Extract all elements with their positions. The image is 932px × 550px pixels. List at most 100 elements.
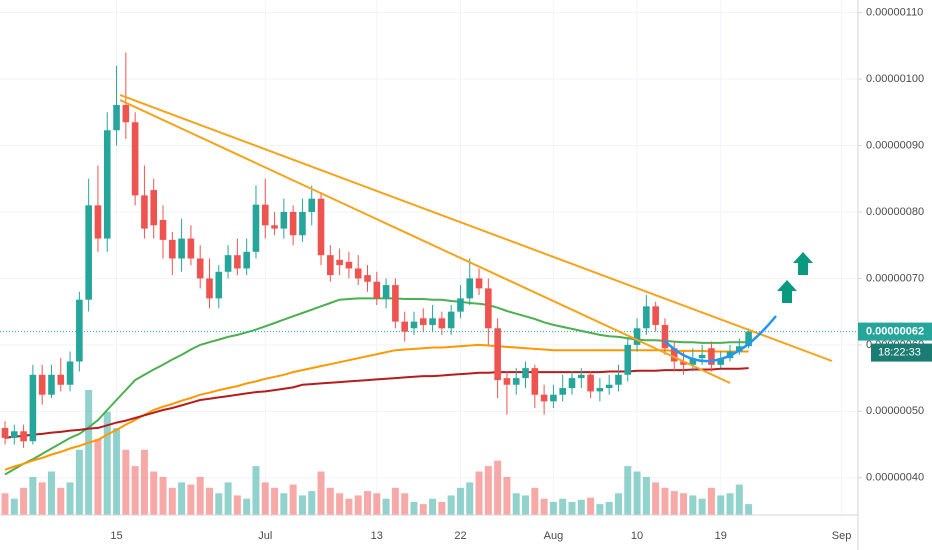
x-tick-label: Jul [258, 530, 272, 542]
volume-bar [373, 493, 381, 515]
candle-body [568, 378, 576, 389]
volume-bar [559, 498, 567, 515]
candle-body [113, 104, 120, 131]
drawings [119, 94, 833, 384]
candle-body [215, 271, 223, 299]
candle-body [475, 278, 483, 289]
candle-body [178, 238, 185, 259]
volume-bar [345, 498, 353, 515]
candle-body [661, 324, 669, 349]
candle-body [466, 278, 474, 299]
candle-body [252, 204, 260, 252]
volume-bar [503, 476, 511, 515]
candle-body [643, 306, 650, 329]
volume-bar [364, 491, 372, 515]
volume-bar [131, 466, 139, 515]
candle-body [261, 204, 269, 226]
volume-bar [512, 493, 520, 515]
candle-body [169, 239, 176, 259]
volume-bar [38, 482, 46, 515]
candle-body [10, 431, 18, 438]
candle-body [1, 427, 9, 438]
volume-bar [178, 482, 186, 515]
volume-bar [233, 495, 241, 515]
candles [0, 52, 858, 448]
candle-body [122, 104, 130, 123]
candle-body [336, 259, 343, 266]
volume-bar [66, 482, 74, 515]
candle-body [373, 281, 381, 299]
candle-body [85, 205, 92, 300]
volume-bar [466, 482, 474, 515]
y-tick-label: 0.00000100 [866, 73, 924, 85]
candle-body [550, 394, 557, 402]
volume-bar [624, 466, 632, 515]
volume-bar [419, 504, 427, 515]
candle-body [587, 374, 594, 392]
y-tick-label: 0.00000070 [866, 272, 924, 284]
volume-bar [85, 390, 93, 515]
volume-bar [391, 487, 399, 515]
candle-body [577, 374, 585, 379]
arrow-up [777, 280, 797, 303]
volume-bar [103, 411, 111, 515]
candle-body [196, 258, 204, 279]
candle-body [698, 354, 706, 359]
x-tick-label: 15 [110, 530, 122, 542]
candle-body [234, 255, 241, 269]
x-tick-label: Sep [832, 530, 852, 542]
volume-bar [94, 438, 102, 515]
volume-bar [531, 487, 539, 515]
volume-bar [717, 495, 725, 515]
candle-body [531, 368, 539, 395]
candle-body [271, 225, 278, 229]
candle-body [48, 374, 55, 395]
volume-bar [410, 501, 418, 515]
volume-bar [289, 484, 297, 515]
candle-body [624, 344, 632, 375]
trend-line [119, 99, 731, 384]
candle-body [494, 328, 501, 381]
candle-body [485, 288, 492, 329]
y-tick-label: 0.00000040 [866, 472, 924, 484]
x-tick-label: Aug [544, 530, 564, 542]
volume-bar [642, 476, 650, 515]
volume-bar [224, 482, 232, 515]
candle-body [596, 388, 604, 392]
volume-bar [336, 493, 344, 515]
volume-bar [577, 499, 585, 515]
candle-body [392, 285, 399, 322]
volume-bar [587, 497, 595, 515]
candle-body [206, 278, 213, 299]
volume-bar [122, 449, 130, 515]
candle-body [20, 431, 27, 442]
candle-body [401, 321, 408, 332]
volume-bar [605, 501, 613, 515]
candle-body [512, 378, 520, 385]
candle-body [141, 195, 148, 229]
volume-bar [271, 487, 279, 515]
volume-bar [540, 498, 548, 515]
last-price-box [858, 322, 932, 341]
candle-body [615, 374, 622, 385]
volume-bar [205, 487, 213, 515]
candle-body [103, 130, 111, 239]
volume-bar [652, 482, 660, 515]
candle-body [540, 394, 548, 402]
trend-line [119, 94, 833, 362]
candle-body [364, 275, 371, 282]
candle-body [680, 361, 687, 365]
candle-body [187, 238, 195, 259]
volume-bar [196, 476, 204, 515]
candle-body [354, 268, 362, 279]
volume-bar [522, 495, 530, 515]
volume-bar [484, 466, 492, 515]
volume-bar [252, 466, 260, 515]
candle-body [317, 198, 325, 256]
candle-body [652, 306, 659, 325]
candle-body [57, 374, 65, 385]
volume-bar [596, 504, 604, 515]
volume-bar [633, 471, 641, 515]
volume-bar [382, 498, 390, 515]
y-tick-label: 0.00000110 [866, 7, 923, 19]
